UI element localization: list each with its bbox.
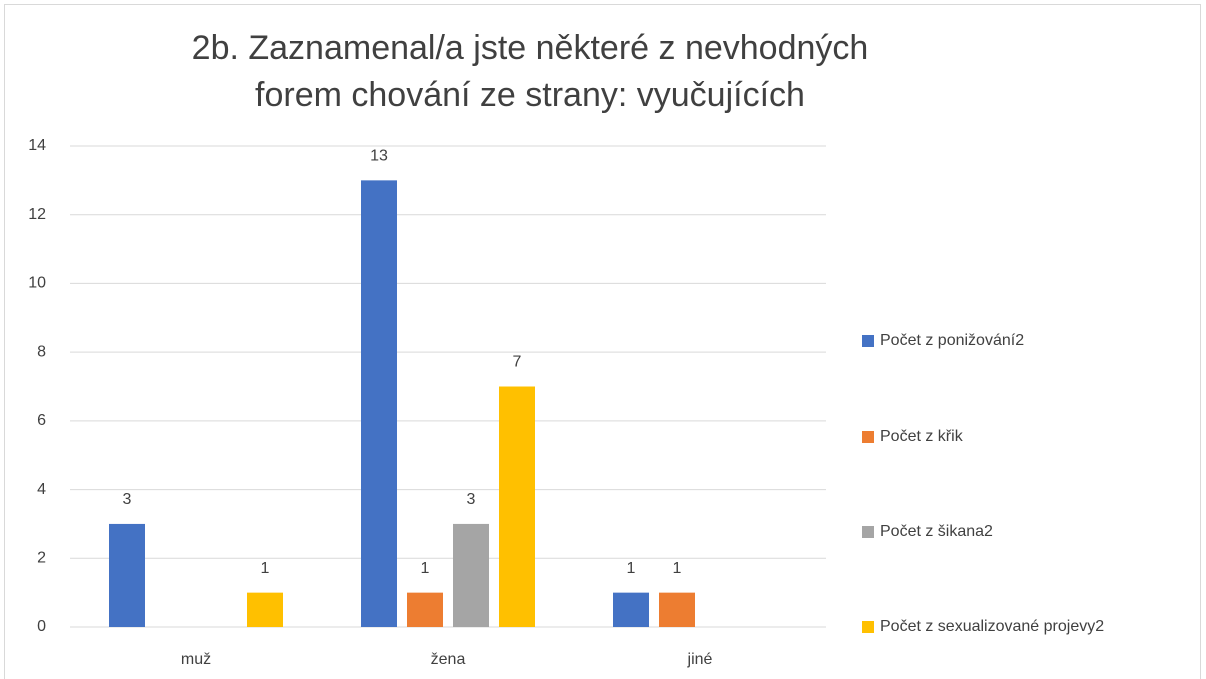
legend-label: Počet z ponižování2 bbox=[880, 332, 1024, 349]
legend-label: Počet z sexualizované projevy2 bbox=[880, 618, 1104, 635]
legend-swatch bbox=[862, 526, 874, 538]
bar bbox=[407, 592, 443, 627]
data-label: 7 bbox=[513, 354, 522, 371]
data-label: 1 bbox=[421, 560, 430, 577]
legend-label: Počet z křik bbox=[880, 428, 964, 445]
data-label: 3 bbox=[467, 491, 476, 508]
x-tick-label: muž bbox=[181, 651, 211, 668]
bar bbox=[247, 592, 283, 627]
data-label: 1 bbox=[261, 560, 270, 577]
x-tick-label: žena bbox=[431, 651, 466, 668]
data-label: 1 bbox=[673, 560, 682, 577]
legend-swatch bbox=[862, 335, 874, 347]
legend-swatch bbox=[862, 621, 874, 633]
y-tick-label: 2 bbox=[37, 550, 46, 567]
y-tick-label: 8 bbox=[37, 343, 46, 360]
bar bbox=[361, 180, 397, 627]
bar bbox=[613, 592, 649, 627]
y-tick-label: 14 bbox=[28, 137, 46, 154]
data-label: 3 bbox=[123, 491, 132, 508]
data-label: 1 bbox=[627, 560, 636, 577]
bar bbox=[499, 386, 535, 627]
y-tick-label: 10 bbox=[28, 275, 46, 292]
bar bbox=[659, 592, 695, 627]
bar bbox=[109, 523, 145, 627]
y-tick-label: 4 bbox=[37, 481, 46, 498]
y-tick-label: 0 bbox=[37, 618, 46, 635]
data-label: 13 bbox=[370, 148, 388, 165]
chart-title: 2b. Zaznamenal/a jste některé z nevhodný… bbox=[192, 29, 869, 114]
legend-label: Počet z šikana2 bbox=[880, 523, 993, 540]
chart-frame bbox=[4, 4, 1201, 679]
legend-swatch bbox=[862, 431, 874, 443]
y-tick-label: 12 bbox=[28, 206, 46, 223]
y-tick-label: 6 bbox=[37, 412, 46, 429]
bar bbox=[453, 523, 489, 627]
x-tick-label: jiné bbox=[687, 651, 713, 668]
